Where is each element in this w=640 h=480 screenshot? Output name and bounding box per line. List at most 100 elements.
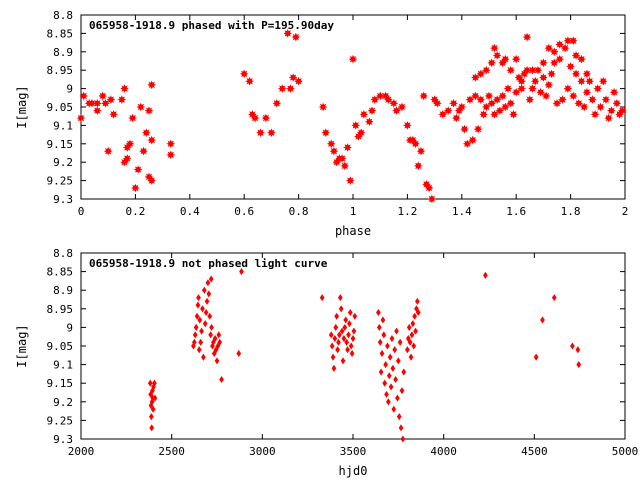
data-point <box>503 84 513 93</box>
data-point <box>339 327 345 335</box>
x-tick-label: 3000 <box>249 445 276 458</box>
data-point <box>291 32 301 42</box>
data-point <box>544 43 554 53</box>
data-point <box>92 106 102 116</box>
chart-title: 065958-1918.9 phased with P=195.90day <box>89 19 334 32</box>
data-point <box>492 51 502 60</box>
data-point <box>318 102 328 112</box>
data-point <box>563 84 573 93</box>
data-point <box>411 139 420 149</box>
data-point <box>484 91 494 101</box>
data-point <box>410 320 416 328</box>
x-tick-label: 1.4 <box>452 205 472 218</box>
data-point <box>196 294 201 302</box>
data-point <box>593 84 603 93</box>
data-point <box>522 32 532 42</box>
data-point <box>517 76 527 86</box>
data-point <box>380 316 386 324</box>
data-point <box>348 342 354 350</box>
data-point <box>236 349 242 357</box>
data-point <box>604 113 614 123</box>
data-point <box>205 279 211 287</box>
data-point <box>424 183 434 193</box>
data-point <box>286 84 295 93</box>
data-point <box>500 54 510 64</box>
data-point <box>551 294 557 302</box>
data-point <box>449 98 459 108</box>
x-tick-label: 5000 <box>612 445 639 458</box>
data-point <box>397 338 403 346</box>
data-point <box>506 98 516 108</box>
data-point <box>479 109 488 119</box>
data-point <box>341 335 347 343</box>
data-point <box>539 73 548 82</box>
data-point <box>487 98 497 108</box>
y-tick-label: 9.25 <box>47 414 74 427</box>
data-point <box>103 146 113 156</box>
y-tick-label: 9.2 <box>53 156 73 169</box>
data-point <box>197 316 203 324</box>
data-point <box>481 65 491 75</box>
data-point <box>131 183 140 193</box>
data-point <box>379 349 385 357</box>
x-tick-label: 4000 <box>430 445 457 458</box>
unphased-light-curve-panel: 2000 2500 3000 3500 4000 4500 5000 8.88.858.98… <box>15 247 638 478</box>
x-tick-labels: 0 0.2 0.4 0.6 0.8 1 1.2 1.4 1.6 1.8 2 <box>78 205 629 218</box>
x-tick-label: 0 <box>78 205 85 218</box>
data-point <box>495 106 505 116</box>
data-point <box>549 47 559 57</box>
axis-ticks <box>80 14 626 200</box>
data-point <box>206 290 212 298</box>
data-point <box>87 98 97 108</box>
data-point <box>214 357 220 365</box>
data-point <box>239 268 244 276</box>
data-point <box>419 91 429 101</box>
data-point <box>576 361 582 369</box>
data-point <box>344 338 350 346</box>
data-point <box>483 271 488 279</box>
data-point <box>337 331 342 339</box>
x-tick-label: 4500 <box>521 445 548 458</box>
data-point <box>133 165 143 174</box>
y-tick-label: 9.05 <box>47 340 74 353</box>
data-point <box>396 413 402 421</box>
data-point <box>555 40 565 49</box>
data-point <box>540 316 545 324</box>
data-point <box>203 308 209 317</box>
data-point <box>617 106 627 116</box>
data-point <box>574 98 584 108</box>
data-point <box>136 102 146 112</box>
data-point <box>337 154 347 163</box>
data-point <box>407 338 413 346</box>
data-points <box>76 29 627 204</box>
data-point <box>375 91 385 101</box>
data-point <box>465 95 475 105</box>
data-point <box>539 58 548 68</box>
data-point <box>384 390 389 398</box>
data-point <box>498 91 507 101</box>
data-point <box>359 109 369 119</box>
data-point <box>377 338 383 346</box>
data-point <box>351 121 361 130</box>
data-point <box>413 161 423 171</box>
data-point <box>555 54 565 64</box>
data-point <box>329 146 339 156</box>
data-point <box>356 128 366 138</box>
data-point <box>415 297 420 305</box>
y-tick-label: 9.1 <box>53 359 73 372</box>
data-point <box>490 43 499 53</box>
data-point <box>150 405 156 413</box>
data-point <box>387 353 393 361</box>
data-point <box>462 139 472 149</box>
data-point <box>193 323 199 331</box>
data-point <box>109 109 119 119</box>
data-point <box>582 87 592 97</box>
data-point <box>191 338 197 346</box>
data-point <box>209 323 214 331</box>
data-point <box>393 375 398 384</box>
data-point <box>345 176 355 185</box>
data-point <box>471 91 480 101</box>
data-point <box>125 139 135 149</box>
x-tick-label: 0.4 <box>180 205 200 218</box>
